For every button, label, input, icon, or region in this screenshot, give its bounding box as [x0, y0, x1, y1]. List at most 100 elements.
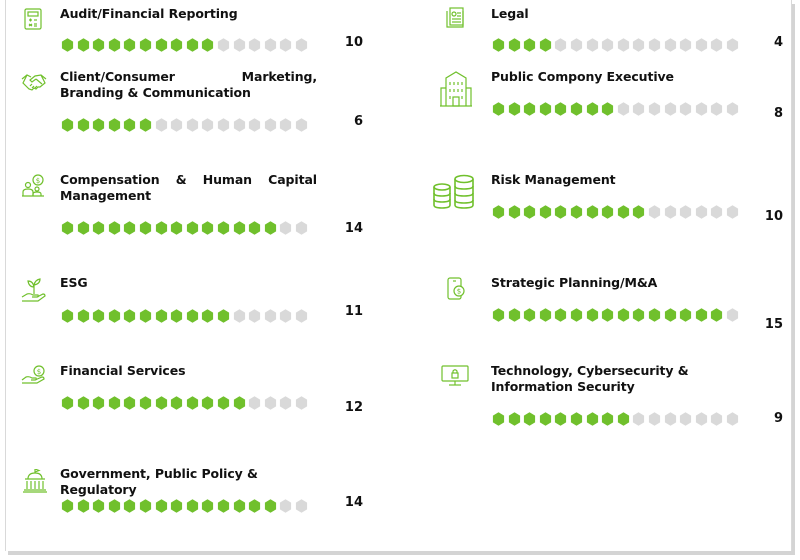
empty-hex-dot — [555, 38, 567, 52]
empty-hex-dot — [295, 221, 308, 235]
hand-coin-icon: $ — [21, 365, 49, 385]
filled-hex-dot — [539, 38, 551, 52]
filled-hex-dot — [648, 308, 661, 322]
people-dollar-icon: $ — [22, 174, 46, 198]
empty-hex-dot — [602, 38, 614, 52]
filled-hex-dot — [602, 205, 614, 219]
filled-hex-dot — [570, 205, 583, 219]
filled-hex-dot — [539, 308, 551, 322]
filled-hex-dot — [124, 499, 136, 513]
empty-hex-dot — [233, 38, 245, 52]
filled-hex-dot — [93, 38, 105, 52]
filled-hex-dot — [233, 221, 245, 235]
filled-hex-dot — [492, 412, 505, 426]
empty-hex-dot — [171, 118, 183, 132]
filled-hex-dot — [108, 309, 120, 323]
filled-hex-dot — [233, 499, 245, 513]
office-building-icon — [438, 70, 474, 108]
skill-label: Risk Management — [491, 172, 616, 187]
svg-text:$: $ — [457, 288, 461, 296]
empty-hex-dot — [280, 38, 292, 52]
filled-hex-dot — [124, 396, 136, 410]
skill-label: Government, Public Policy & Regulatory — [60, 466, 258, 497]
filled-hex-dot — [186, 38, 198, 52]
filled-hex-dot — [202, 499, 214, 513]
filled-hex-dot — [61, 38, 74, 52]
empty-hex-dot — [664, 412, 676, 426]
empty-hex-dot — [233, 309, 245, 323]
empty-hex-dot — [280, 118, 292, 132]
filled-hex-dot — [233, 396, 245, 410]
calculator-icon — [24, 8, 42, 30]
filled-hex-dot — [508, 308, 520, 322]
empty-hex-dot — [249, 38, 261, 52]
empty-hex-dot — [295, 38, 308, 52]
empty-hex-dot — [617, 102, 629, 116]
empty-hex-dot — [633, 38, 645, 52]
skills-matrix-panel: Audit/Financial Reporting 10 Client/Cons… — [5, 0, 792, 551]
filled-hex-dot — [124, 221, 136, 235]
empty-hex-dot — [249, 396, 261, 410]
filled-hex-dot — [108, 118, 120, 132]
filled-hex-dot — [217, 309, 230, 323]
empty-hex-dot — [726, 412, 739, 426]
filled-hex-dot — [249, 221, 261, 235]
filled-hex-dot — [524, 38, 536, 52]
empty-hex-dot — [280, 309, 292, 323]
skill-value: 6 — [353, 114, 363, 129]
filled-hex-dot — [680, 308, 692, 322]
empty-hex-dot — [295, 118, 308, 132]
filled-hex-dot — [617, 308, 629, 322]
filled-hex-dot — [695, 308, 707, 322]
filled-hex-dot — [524, 308, 536, 322]
filled-hex-dot — [570, 102, 583, 116]
empty-hex-dot — [664, 102, 676, 116]
filled-hex-dot — [155, 38, 167, 52]
filled-hex-dot — [202, 309, 214, 323]
filled-hex-dot — [508, 102, 520, 116]
empty-hex-dot — [648, 205, 661, 219]
plant-hand-icon — [21, 278, 47, 302]
filled-hex-dot — [664, 308, 676, 322]
skill-value: 9 — [773, 411, 783, 426]
skill-value: 11 — [344, 304, 363, 319]
filled-hex-dot — [711, 308, 723, 322]
empty-hex-dot — [680, 205, 692, 219]
filled-hex-dot — [108, 221, 120, 235]
filled-hex-dot — [93, 396, 105, 410]
empty-hex-dot — [295, 396, 308, 410]
skill-value: 10 — [344, 35, 363, 50]
filled-hex-dot — [77, 396, 89, 410]
filled-hex-dot — [77, 309, 89, 323]
filled-hex-dot — [171, 499, 183, 513]
filled-hex-dot — [155, 221, 167, 235]
filled-hex-dot — [570, 412, 583, 426]
filled-hex-dot — [264, 221, 276, 235]
filled-hex-dot — [171, 221, 183, 235]
monitor-lock-icon — [441, 365, 469, 387]
empty-hex-dot — [202, 118, 214, 132]
filled-hex-dot — [524, 412, 536, 426]
filled-hex-dot — [586, 205, 598, 219]
filled-hex-dot — [249, 499, 261, 513]
filled-hex-dot — [61, 221, 74, 235]
empty-hex-dot — [280, 499, 292, 513]
filled-hex-dot — [202, 221, 214, 235]
filled-hex-dot — [77, 118, 89, 132]
coin-stacks-icon — [432, 174, 476, 210]
empty-hex-dot — [726, 38, 739, 52]
empty-hex-dot — [233, 118, 245, 132]
filled-hex-dot — [186, 221, 198, 235]
skill-label: Audit/Financial Reporting — [60, 6, 238, 21]
empty-hex-dot — [264, 118, 276, 132]
filled-hex-dot — [139, 499, 152, 513]
skill-value: 12 — [344, 400, 363, 415]
filled-hex-dot — [77, 499, 89, 513]
filled-hex-dot — [492, 38, 505, 52]
filled-hex-dot — [508, 38, 520, 52]
empty-hex-dot — [680, 412, 692, 426]
empty-hex-dot — [264, 38, 276, 52]
empty-hex-dot — [280, 396, 292, 410]
phone-dollar-icon: $ — [446, 277, 466, 301]
filled-hex-dot — [217, 499, 230, 513]
